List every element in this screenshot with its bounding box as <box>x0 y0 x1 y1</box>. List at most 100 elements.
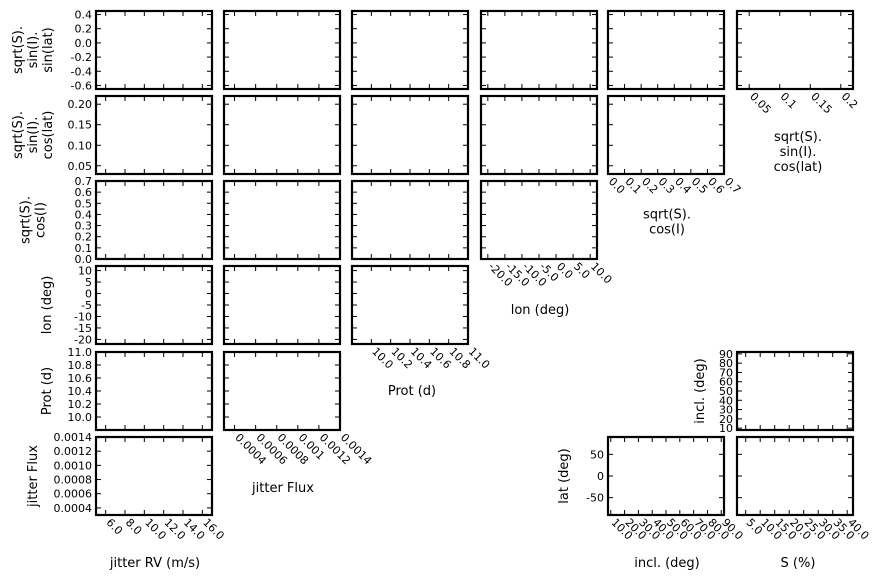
y-tick-label: 0.4 <box>75 208 93 221</box>
x-axis-title-ssc: sqrt(S). sin(I). cos(lat) <box>774 130 823 175</box>
panel-sss-vs-lon <box>479 9 599 91</box>
panel-frame <box>735 350 855 432</box>
y-tick-label: 0.20 <box>68 98 93 111</box>
x-axis-title-jfl: jitter Flux <box>251 481 314 496</box>
y-tick-label: -15 <box>74 322 92 335</box>
y-tick-label: 0.0014 <box>54 431 93 444</box>
panel-ssc-vs-jrv <box>94 94 214 176</box>
x-tick-label: 0.15 <box>808 90 835 117</box>
panel-frame <box>735 9 855 91</box>
y-tick-label: 0.0010 <box>54 459 93 472</box>
panel-frame <box>222 9 342 91</box>
x-tick-label: 8.0 <box>123 516 145 538</box>
panel-frame <box>94 435 214 517</box>
y-tick-label: 0.0004 <box>54 502 93 515</box>
panel-frame <box>479 94 599 176</box>
panel-frame <box>222 94 342 176</box>
y-tick-label: 50 <box>719 385 733 398</box>
panel-frame <box>350 94 470 176</box>
panel-frame <box>94 179 214 261</box>
panel-frame <box>222 179 342 261</box>
panel-scos-vs-jrv <box>94 179 214 261</box>
y-tick-label: 0 <box>597 470 604 483</box>
y-tick-label: 0.0 <box>75 253 93 266</box>
panel-lon-vs-prot <box>350 264 470 346</box>
panel-sss-vs-jrv <box>94 9 214 91</box>
x-axis-title-scos: sqrt(S). cos(I) <box>643 208 691 238</box>
panel-scos-vs-lon <box>479 179 599 261</box>
y-tick-label: -0.6 <box>71 79 92 92</box>
panel-ssc-vs-prot <box>350 94 470 176</box>
x-tick-label: 0.1 <box>778 90 800 112</box>
y-tick-label: -10 <box>74 310 92 323</box>
panel-ssc-vs-scos <box>606 94 726 176</box>
y-tick-label: -50 <box>586 492 604 505</box>
panel-lon-vs-jfl <box>222 264 342 346</box>
y-tick-label: 0.0006 <box>54 488 93 501</box>
x-tick-label: 0.7 <box>722 175 744 197</box>
panel-jfl-vs-jrv <box>94 435 214 517</box>
y-tick-label: -20 <box>74 333 92 346</box>
panel-incl-vs-S <box>735 350 855 432</box>
y-tick-label: 10.2 <box>68 398 93 411</box>
y-tick-label: 60 <box>719 376 733 389</box>
y-tick-label: 10 <box>78 265 92 278</box>
y-tick-label: 90 <box>719 348 733 361</box>
y-tick-label: -5 <box>81 299 92 312</box>
panel-frame <box>350 264 470 346</box>
panel-frame <box>94 94 214 176</box>
y-tick-label: -0.2 <box>71 51 92 64</box>
y-tick-label: 11.0 <box>68 346 93 359</box>
panel-prot-vs-jrv <box>94 350 214 432</box>
panel-frame <box>94 350 214 432</box>
y-tick-label: 0.0012 <box>54 445 93 458</box>
panel-frame <box>479 9 599 91</box>
x-tick-label: 10.0 <box>588 260 615 287</box>
panel-frame <box>606 9 726 91</box>
y-tick-label: 0.3 <box>75 220 93 233</box>
y-tick-label: 0.2 <box>75 23 93 36</box>
y-axis-title-lat: lat (deg) <box>557 448 572 503</box>
panel-sss-vs-prot <box>350 9 470 91</box>
y-axis-title-incl: incl. (deg) <box>693 358 708 424</box>
panel-scos-vs-jfl <box>222 179 342 261</box>
panel-sss-vs-scos <box>606 9 726 91</box>
y-tick-label: 10.4 <box>68 385 93 398</box>
panel-frame <box>606 94 726 176</box>
panel-sss-vs-ssc <box>735 9 855 91</box>
x-axis-title-incl: incl. (deg) <box>634 556 700 571</box>
y-tick-label: 0.0008 <box>54 474 93 487</box>
panel-ssc-vs-lon <box>479 94 599 176</box>
y-tick-label: 5 <box>85 276 92 289</box>
y-tick-label: 0.6 <box>75 186 93 199</box>
y-tick-label: 10 <box>719 422 733 435</box>
y-tick-label: 30 <box>719 404 733 417</box>
y-tick-label: 50 <box>590 448 604 461</box>
panel-frame <box>222 264 342 346</box>
x-tick-label: 0.2 <box>839 90 861 112</box>
panel-scos-vs-prot <box>350 179 470 261</box>
y-tick-label: 70 <box>719 366 733 379</box>
panel-frame <box>606 435 726 517</box>
y-tick-label: 80 <box>719 357 733 370</box>
y-tick-label: 0.2 <box>75 231 93 244</box>
x-tick-label: 6.0 <box>104 516 126 538</box>
y-tick-label: 20 <box>719 413 733 426</box>
x-axis-title-prot: Prot (d) <box>388 384 436 399</box>
x-tick-label: 5.0 <box>571 260 593 282</box>
y-tick-label: 0.0 <box>75 37 93 50</box>
y-axis-title-jfl: jitter Flux <box>26 445 41 508</box>
panel-frame <box>94 9 214 91</box>
y-tick-label: 0.05 <box>68 160 93 173</box>
y-tick-label: 0.7 <box>75 175 93 188</box>
y-tick-label: 10.6 <box>68 372 93 385</box>
panel-sss-vs-jfl <box>222 9 342 91</box>
x-tick-label: 10.0 <box>142 516 169 543</box>
y-tick-label: 10.0 <box>68 411 93 424</box>
panel-frame <box>222 350 342 432</box>
panel-frame <box>479 179 599 261</box>
y-tick-label: 0.4 <box>75 9 93 22</box>
x-axis-title-S: S (%) <box>781 556 816 571</box>
y-tick-label: 0.10 <box>68 139 93 152</box>
